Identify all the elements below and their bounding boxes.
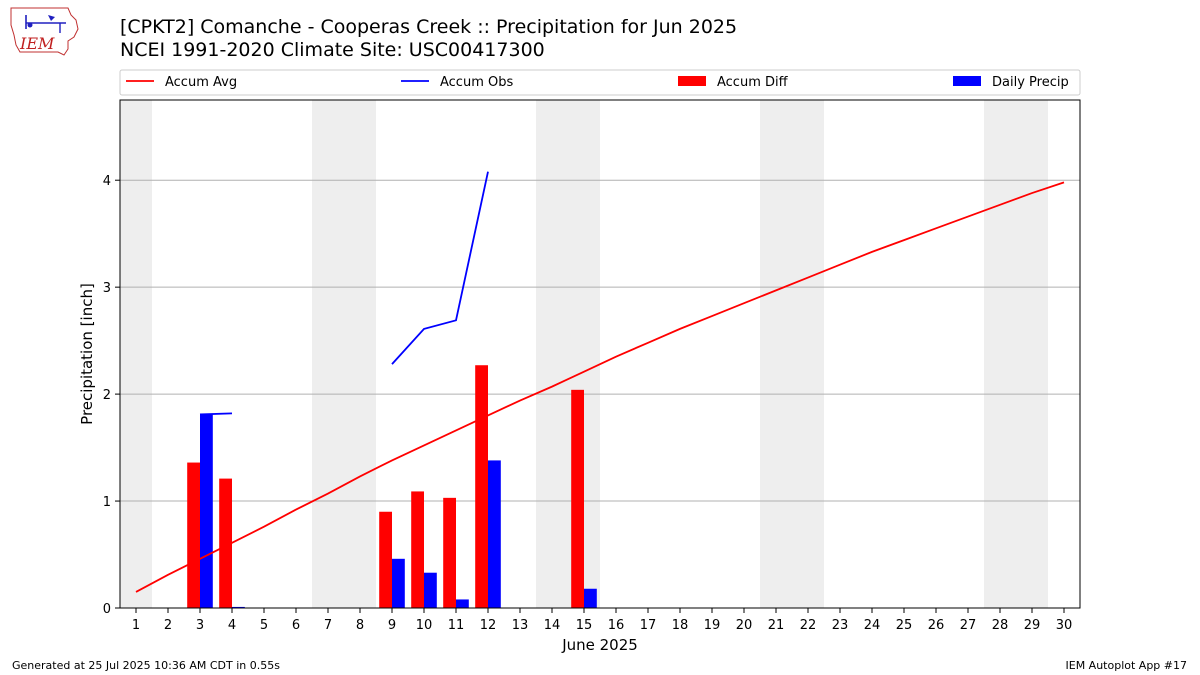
x-tick-label: 4 (228, 618, 236, 633)
x-tick-label: 26 (928, 618, 945, 633)
daily-precip-bar (200, 414, 213, 608)
daily-precip-bar (424, 572, 437, 608)
x-tick-label: 12 (480, 618, 497, 633)
lines (135, 171, 1065, 593)
accum-diff-bar (475, 365, 488, 608)
x-tick-label: 13 (512, 618, 529, 633)
y-tick-label: 0 (103, 602, 111, 617)
x-tick-label: 1 (132, 618, 140, 633)
x-tick-label: 23 (832, 618, 849, 633)
x-tick-label: 27 (960, 618, 977, 633)
x-tick-label: 14 (544, 618, 561, 633)
y-tick-label: 2 (103, 388, 111, 403)
x-tick-label: 11 (448, 618, 465, 633)
accum-diff-bar (571, 389, 584, 608)
weekend-band-day-14 (536, 100, 568, 608)
x-tick-label: 22 (800, 618, 817, 633)
weekend-band-day-22 (792, 100, 824, 608)
chart-subtitle: NCEI 1991-2020 Climate Site: USC00417300 (120, 39, 545, 61)
weekend-band-day-7 (312, 100, 344, 608)
weekend-band-day-8 (344, 100, 376, 608)
daily-precip-bar (456, 599, 469, 608)
x-tick-label: 15 (576, 618, 593, 633)
x-tick-label: 29 (1024, 618, 1041, 633)
daily-precip-bar (392, 558, 405, 608)
x-tick-label: 7 (324, 618, 332, 633)
accum-obs-line (199, 412, 233, 416)
daily-precip-bar (584, 588, 597, 608)
y-tick-label: 3 (103, 281, 111, 296)
accum-diff-bar (411, 491, 424, 608)
y-axis-label: Precipitation [inch] (78, 283, 96, 425)
x-tick-label: 24 (864, 618, 881, 633)
weekend-band-day-28 (984, 100, 1016, 608)
iem-logo: IEM (10, 7, 79, 56)
legend-label: Accum Diff (717, 75, 789, 90)
x-tick-label: 16 (608, 618, 625, 633)
x-tick-label: 8 (356, 618, 364, 633)
x-axis-label: June 2025 (561, 636, 638, 654)
x-tick-label: 28 (992, 618, 1009, 633)
accum-avg-line (135, 181, 1065, 593)
x-tick-label: 17 (640, 618, 657, 633)
weekend-band-day-29 (1016, 100, 1048, 608)
weekend-band-day-1 (120, 100, 152, 608)
iowa-outline-icon (10, 7, 79, 56)
x-tick-label: 9 (388, 618, 396, 633)
x-tick-label: 21 (768, 618, 785, 633)
accum-diff-bar (187, 462, 200, 608)
chart-title: [CPKT2] Comanche - Cooperas Creek :: Pre… (120, 16, 738, 38)
x-tick-label: 25 (896, 618, 913, 633)
legend-swatch-bar (953, 76, 981, 86)
x-tick-label: 19 (704, 618, 721, 633)
logo-text: IEM (19, 34, 55, 53)
bars (187, 365, 597, 609)
weekend-band-day-21 (760, 100, 792, 608)
x-tick-label: 10 (416, 618, 433, 633)
accum-obs-line (391, 171, 489, 365)
legend-swatch-bar (678, 76, 706, 86)
plot-frame (119, 99, 1081, 609)
x-tick-label: 5 (260, 618, 268, 633)
legend-box (119, 69, 1081, 96)
legend[interactable]: Accum Avg Accum Obs Accum Diff Daily Precip (119, 69, 1081, 96)
gridlines (120, 179, 1080, 502)
generated-timestamp: Generated at 25 Jul 2025 10:36 AM CDT in… (12, 659, 280, 672)
accum-diff-bar (443, 497, 456, 608)
x-tick-label: 18 (672, 618, 689, 633)
x-tick-label: 20 (736, 618, 753, 633)
legend-label: Daily Precip (992, 75, 1069, 90)
x-tick-label: 2 (164, 618, 172, 633)
legend-label: Accum Avg (165, 75, 237, 90)
accum-diff-bar (219, 478, 232, 608)
x-tick-label: 30 (1056, 618, 1073, 633)
y-tick-label: 1 (103, 495, 111, 510)
y-tick-label: 4 (103, 174, 111, 189)
daily-precip-bar (488, 460, 501, 608)
x-tick-label: 3 (196, 618, 204, 633)
legend-label: Accum Obs (440, 75, 513, 90)
app-label: IEM Autoplot App #17 (1065, 659, 1188, 672)
x-tick-label: 6 (292, 618, 300, 633)
accum-diff-bar (379, 511, 392, 608)
